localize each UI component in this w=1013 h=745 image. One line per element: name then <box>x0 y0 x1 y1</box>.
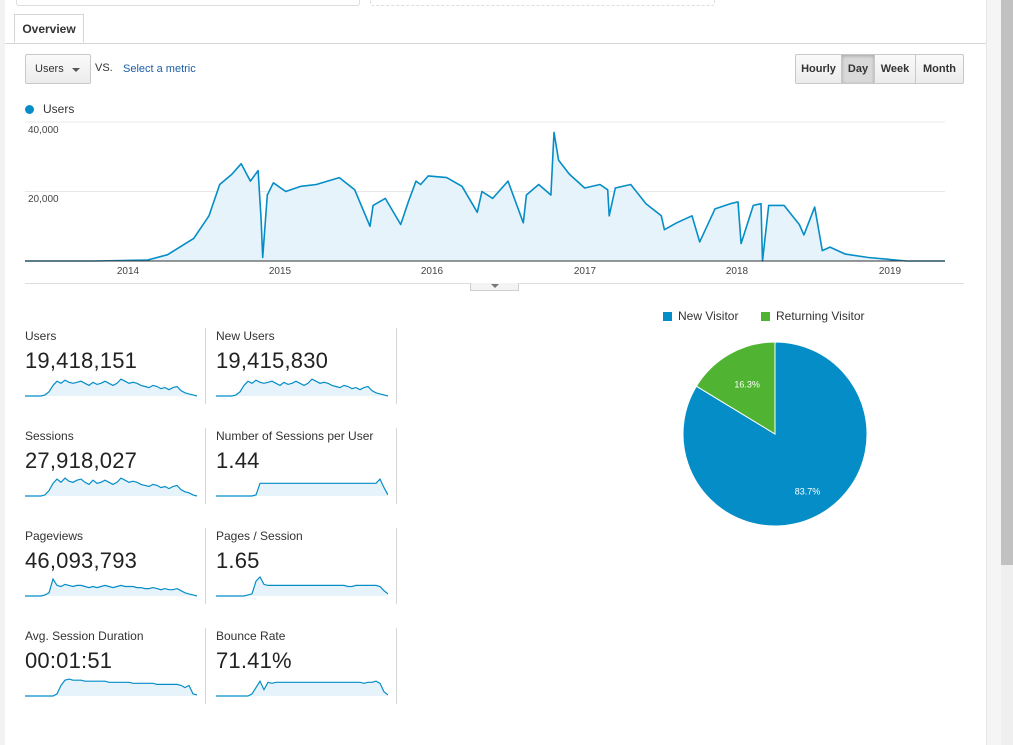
x-tick-label: 2018 <box>725 266 749 277</box>
sparkline-line <box>25 577 197 597</box>
chart-area-fill <box>25 132 945 261</box>
x-tick-label: 2017 <box>573 266 597 277</box>
sparkline-line <box>216 478 388 497</box>
square-icon <box>663 311 672 321</box>
pie-legend-returning-visitor[interactable]: Returning Visitor <box>761 309 865 323</box>
column-divider <box>396 528 397 604</box>
sparkline-fill <box>25 478 197 496</box>
period-day-button[interactable]: Day <box>841 54 875 84</box>
sparkline-line <box>25 678 197 697</box>
sparkline-line <box>216 679 388 697</box>
column-divider <box>205 428 206 504</box>
metric-value: 00:01:51 <box>25 648 113 673</box>
metric-value: 19,418,151 <box>25 348 138 373</box>
pie-slice-label: 83.7% <box>795 487 821 497</box>
period-week-button[interactable]: Week <box>874 54 916 84</box>
column-divider <box>205 628 206 704</box>
metric-bounce-rate[interactable]: Bounce Rate 71.41% <box>216 629 388 705</box>
metric-sparkline <box>25 577 197 597</box>
chart-legend-label: Users <box>43 102 75 116</box>
metric-value: 27,918,027 <box>25 448 138 473</box>
metric-label: Sessions <box>25 429 74 443</box>
metric-users[interactable]: Users 19,418,151 <box>25 329 197 405</box>
sparkline-fill <box>216 681 388 696</box>
sparkline-line <box>216 378 388 397</box>
sparkline-fill <box>216 379 388 396</box>
metric-value: 1.44 <box>216 448 260 473</box>
metric-sparkline <box>25 378 197 397</box>
chart-legend-users[interactable]: Users <box>25 102 74 116</box>
column-divider <box>205 528 206 604</box>
metric-label: Users <box>25 329 57 343</box>
tab-overview[interactable]: Overview <box>14 14 84 43</box>
collapse-chart-toggle[interactable] <box>470 283 519 291</box>
metric-value: 71.41% <box>216 648 292 673</box>
metric-new-users[interactable]: New Users 19,415,830 <box>216 329 388 405</box>
column-divider <box>396 628 397 704</box>
sparkline-line <box>216 575 388 597</box>
pie-slice-returning-visitor <box>695 341 776 435</box>
metric-label: Pageviews <box>25 529 84 543</box>
pie-slice-label: 16.3% <box>734 379 760 389</box>
metric-avg-session-duration[interactable]: Avg. Session Duration 00:01:51 <box>25 629 197 705</box>
square-icon <box>761 311 770 321</box>
date-range-box[interactable] <box>16 0 360 6</box>
metric-select[interactable]: Users <box>25 54 91 84</box>
x-tick-label: 2015 <box>268 266 292 277</box>
metric-label: Number of Sessions per User <box>216 429 374 443</box>
column-divider <box>205 328 206 404</box>
segment-placeholder[interactable] <box>370 0 715 6</box>
series-line-users <box>25 131 945 262</box>
sparkline-fill <box>216 577 388 596</box>
vs-label: VS. <box>95 62 113 74</box>
pie-legend-label: Returning Visitor <box>776 309 865 323</box>
metric-sparkline <box>25 678 197 697</box>
column-divider <box>396 428 397 504</box>
metric-label: New Users <box>216 329 275 343</box>
left-border <box>0 0 5 745</box>
metric-sparkline <box>216 378 388 397</box>
circle-icon <box>25 104 34 114</box>
metric-sparkline <box>25 477 197 497</box>
metric-pages-per-session[interactable]: Pages / Session 1.65 <box>216 529 388 605</box>
metric-value: 1.65 <box>216 548 260 573</box>
pie-legend-label: New Visitor <box>678 309 739 323</box>
period-toggle-group: Hourly Day Week Month <box>795 54 964 84</box>
pie-legend-new-visitor[interactable]: New Visitor <box>663 309 738 323</box>
visitor-type-pie-chart[interactable]: 83.7% 16.3% <box>682 341 868 527</box>
metric-sparkline <box>216 478 388 497</box>
chevron-down-icon <box>72 68 80 72</box>
period-hourly-button[interactable]: Hourly <box>795 54 842 84</box>
y-tick-label: 40,000 <box>28 125 59 136</box>
y-tick-label: 20,000 <box>28 194 59 205</box>
sparkline-fill <box>25 379 197 396</box>
caret-down-icon <box>491 284 499 288</box>
metric-value: 46,093,793 <box>25 548 138 573</box>
metric-value: 19,415,830 <box>216 348 329 373</box>
metric-label: Pages / Session <box>216 529 303 543</box>
right-gutter <box>986 0 1002 745</box>
period-month-button[interactable]: Month <box>915 54 964 84</box>
metric-select-label: Users <box>35 63 64 75</box>
metric-sparkline <box>216 575 388 597</box>
sparkline-line <box>25 378 197 397</box>
column-divider <box>396 328 397 404</box>
sparkline-fill <box>25 679 197 696</box>
sparkline-line <box>25 477 197 497</box>
metric-sparkline <box>216 679 388 697</box>
metric-pageviews[interactable]: Pageviews 46,093,793 <box>25 529 197 605</box>
sparkline-fill <box>216 479 388 496</box>
metric-sessions-per-user[interactable]: Number of Sessions per User 1.44 <box>216 429 388 505</box>
scrollbar-thumb[interactable] <box>1001 0 1013 565</box>
metric-sessions[interactable]: Sessions 27,918,027 <box>25 429 197 505</box>
x-tick-label: 2016 <box>420 266 444 277</box>
users-line-chart[interactable] <box>25 118 945 263</box>
metric-label: Avg. Session Duration <box>25 629 144 643</box>
x-tick-label: 2019 <box>878 266 902 277</box>
metric-label: Bounce Rate <box>216 629 286 643</box>
select-metric-link[interactable]: Select a metric <box>123 63 196 75</box>
x-tick-label: 2014 <box>116 266 140 277</box>
tab-divider <box>5 43 986 44</box>
